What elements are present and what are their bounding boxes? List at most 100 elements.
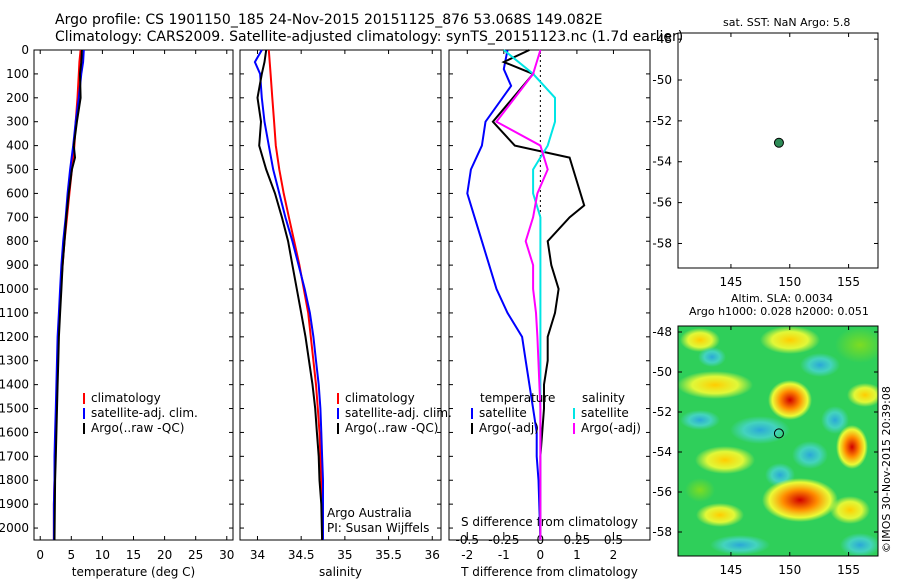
x-tick-label: 35.5 <box>375 548 402 562</box>
y-tick-label: 1400 <box>0 378 29 392</box>
lat-tick-label: -56 <box>652 196 672 210</box>
series-line <box>53 49 83 541</box>
y-tick-label: 300 <box>6 115 29 129</box>
lat-tick-label: -58 <box>652 236 672 250</box>
lat-tick-label: -56 <box>652 485 672 499</box>
x-axis-label: T difference from climatology <box>460 565 638 579</box>
lat-tick-label: -50 <box>652 365 672 379</box>
x-tick-label: 34.5 <box>288 548 315 562</box>
legend-argo-label: Argo(..raw -QC) <box>345 421 438 435</box>
y-tick-label: 1800 <box>0 473 29 487</box>
legend-s-satellite-label: satellite <box>581 406 629 420</box>
lat-tick-label: -54 <box>652 445 672 459</box>
x-tick-label: 20 <box>157 548 172 562</box>
series-line <box>52 49 85 540</box>
series-line <box>253 49 324 540</box>
y-tick-label: 500 <box>6 163 29 177</box>
x-tick-label: 0 <box>36 548 44 562</box>
y-tick-label: 0 <box>21 43 29 57</box>
credit-line-1: Argo Australia <box>327 506 412 520</box>
copyright-stamp: ©IMOS 30-Nov-2015 20:39:08 <box>880 386 893 553</box>
x-tick-label: 5 <box>67 548 75 562</box>
x-tick-label: 0 <box>537 548 545 562</box>
lon-tick-label: 155 <box>837 275 860 289</box>
lon-tick-label: 145 <box>719 275 742 289</box>
legend-t-satellite-label: satellite <box>479 406 527 420</box>
x-tick-label: 1 <box>573 548 581 562</box>
series-line <box>256 49 324 541</box>
series-line <box>267 49 324 540</box>
title-line-1: Argo profile: CS 1901150_185 24-Nov-2015… <box>55 12 603 28</box>
series-line <box>494 49 549 540</box>
y-tick-label: 700 <box>6 210 29 224</box>
x-axis-label: salinity <box>319 565 362 579</box>
map-1-frame <box>677 32 879 269</box>
y-tick-label: 1600 <box>0 425 29 439</box>
y-tick-label: 1700 <box>0 449 29 463</box>
y-tick-label: 400 <box>6 139 29 153</box>
x-tick-label: -1 <box>498 548 510 562</box>
s-diff-tick-label: 0.5 <box>604 533 623 547</box>
x-tick-label: 25 <box>188 548 203 562</box>
panel-1-frame <box>33 49 234 541</box>
s-diff-axis-label: S difference from climatology <box>461 515 638 529</box>
y-tick-label: 900 <box>6 258 29 272</box>
y-tick-label: 1000 <box>0 282 29 296</box>
y-tick-label: 100 <box>6 67 29 81</box>
legend-satellite-label: satellite-adj. clim. <box>91 406 198 420</box>
x-tick-label: 10 <box>95 548 110 562</box>
lat-tick-label: -50 <box>652 73 672 87</box>
y-tick-label: 200 <box>6 91 29 105</box>
y-tick-label: 600 <box>6 186 29 200</box>
float-position-marker <box>773 428 784 439</box>
heatmap-field <box>678 326 878 556</box>
series-line <box>503 49 556 540</box>
panel-3-frame <box>448 49 651 541</box>
x-tick-label: 2 <box>610 548 618 562</box>
legend-s-argo-label: Argo(-adj) <box>581 421 641 435</box>
lat-tick-label: -52 <box>652 405 672 419</box>
legend-climatology-label: climatology <box>345 391 415 405</box>
map-2-frame <box>677 325 879 557</box>
y-tick-label: 1500 <box>0 402 29 416</box>
x-tick-label: 15 <box>126 548 141 562</box>
y-tick-label: 1300 <box>0 354 29 368</box>
legend-temperature-title: temperature <box>480 391 555 405</box>
lon-tick-label: 150 <box>778 563 801 577</box>
lat-tick-label: -58 <box>652 525 672 539</box>
s-diff-tick-label: -0.25 <box>488 533 519 547</box>
argo-height-title: Argo h1000: 0.028 h2000: 0.051 <box>689 305 869 318</box>
x-tick-label: -2 <box>461 548 473 562</box>
lat-tick-label: -54 <box>652 155 672 169</box>
legend-salinity-title: salinity <box>582 391 625 405</box>
title-line-2: Climatology: CARS2009. Satellite-adjuste… <box>55 29 684 45</box>
x-tick-label: 36 <box>425 548 440 562</box>
lon-tick-label: 145 <box>719 563 742 577</box>
lat-tick-label: -52 <box>652 114 672 128</box>
legend-t-argo-label: Argo(-adj) <box>479 421 539 435</box>
series-line <box>491 49 586 540</box>
lat-tick-label: -48 <box>652 325 672 339</box>
x-tick-label: 35 <box>337 548 352 562</box>
legend-climatology-label: climatology <box>91 391 161 405</box>
s-diff-tick-label: 0.25 <box>564 533 591 547</box>
y-tick-label: 1100 <box>0 306 29 320</box>
y-tick-label: 1200 <box>0 330 29 344</box>
series-line <box>466 49 542 541</box>
legend-satellite-label: satellite-adj. clim. <box>345 406 452 420</box>
lon-tick-label: 155 <box>837 563 860 577</box>
sst-title: sat. SST: NaN Argo: 5.8 <box>723 16 851 29</box>
lon-tick-label: 150 <box>778 275 801 289</box>
y-tick-label: 800 <box>6 234 29 248</box>
y-tick-label: 1900 <box>0 497 29 511</box>
panel-2-frame <box>239 49 442 541</box>
x-tick-label: 34 <box>250 548 265 562</box>
x-axis-label: temperature (deg C) <box>72 565 195 579</box>
altim-sla-title: Altim. SLA: 0.0034 <box>731 292 834 305</box>
credit-line-2: PI: Susan Wijffels <box>327 521 429 535</box>
legend-argo-label: Argo(..raw -QC) <box>91 421 184 435</box>
y-tick-label: 2000 <box>0 521 29 535</box>
x-tick-label: 30 <box>219 548 234 562</box>
float-position-marker <box>773 137 784 148</box>
